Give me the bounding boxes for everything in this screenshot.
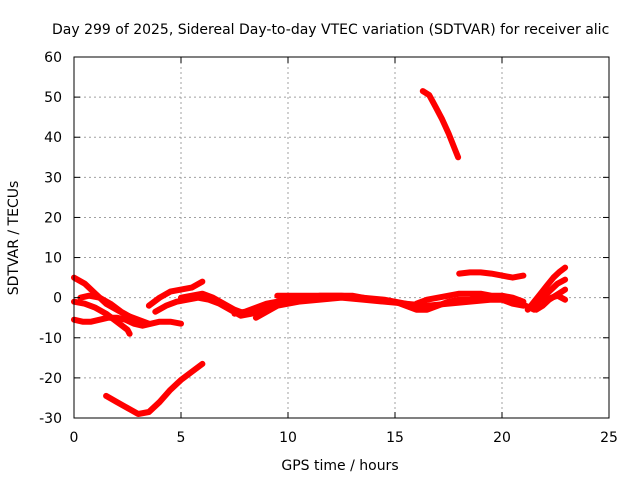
x-axis-label: GPS time / hours	[281, 458, 398, 474]
x-tick-labels: 0 5 10 15 20 25	[70, 430, 618, 446]
series-arc-13	[413, 290, 527, 307]
y-tick-label: -20	[39, 371, 62, 387]
x-tick-label: 10	[279, 430, 297, 446]
series-arc-3	[71, 314, 184, 329]
series-arc-2	[71, 298, 133, 337]
y-tick-labels: -30 -20 -10 0 10 20 30 40 50 60	[39, 50, 62, 427]
y-tick-label: 0	[53, 291, 62, 307]
grid-lines	[74, 57, 609, 418]
x-tick-label: 0	[70, 430, 79, 446]
data-series	[71, 88, 569, 417]
y-tick-label: 40	[44, 130, 62, 146]
y-tick-label: 10	[44, 251, 62, 267]
x-tick-label: 25	[600, 430, 618, 446]
y-tick-label: 60	[44, 50, 62, 66]
x-tick-label: 20	[493, 430, 511, 446]
series-arc-14	[419, 88, 462, 161]
series-arc-15	[456, 269, 527, 281]
y-tick-label: -10	[39, 331, 62, 347]
y-tick-label: 20	[44, 210, 62, 226]
y-tick-label: -30	[39, 411, 62, 427]
series-arc-19	[541, 292, 569, 305]
series-arc-6	[103, 360, 206, 417]
plot-frame	[73, 56, 610, 419]
axis-ticks	[73, 56, 610, 419]
x-tick-label: 15	[386, 430, 404, 446]
series-arc-4	[77, 292, 146, 325]
y-tick-label: 50	[44, 90, 62, 106]
y-tick-label: 30	[44, 170, 62, 186]
series-arc-12	[392, 294, 527, 313]
series-arc-17	[529, 276, 569, 311]
series-arc-5	[145, 278, 206, 309]
y-axis-label: SDTVAR / TECUs	[6, 181, 22, 296]
x-tick-label: 5	[177, 430, 186, 446]
chart-title: Day 299 of 2025, Sidereal Day-to-day VTE…	[52, 22, 609, 38]
